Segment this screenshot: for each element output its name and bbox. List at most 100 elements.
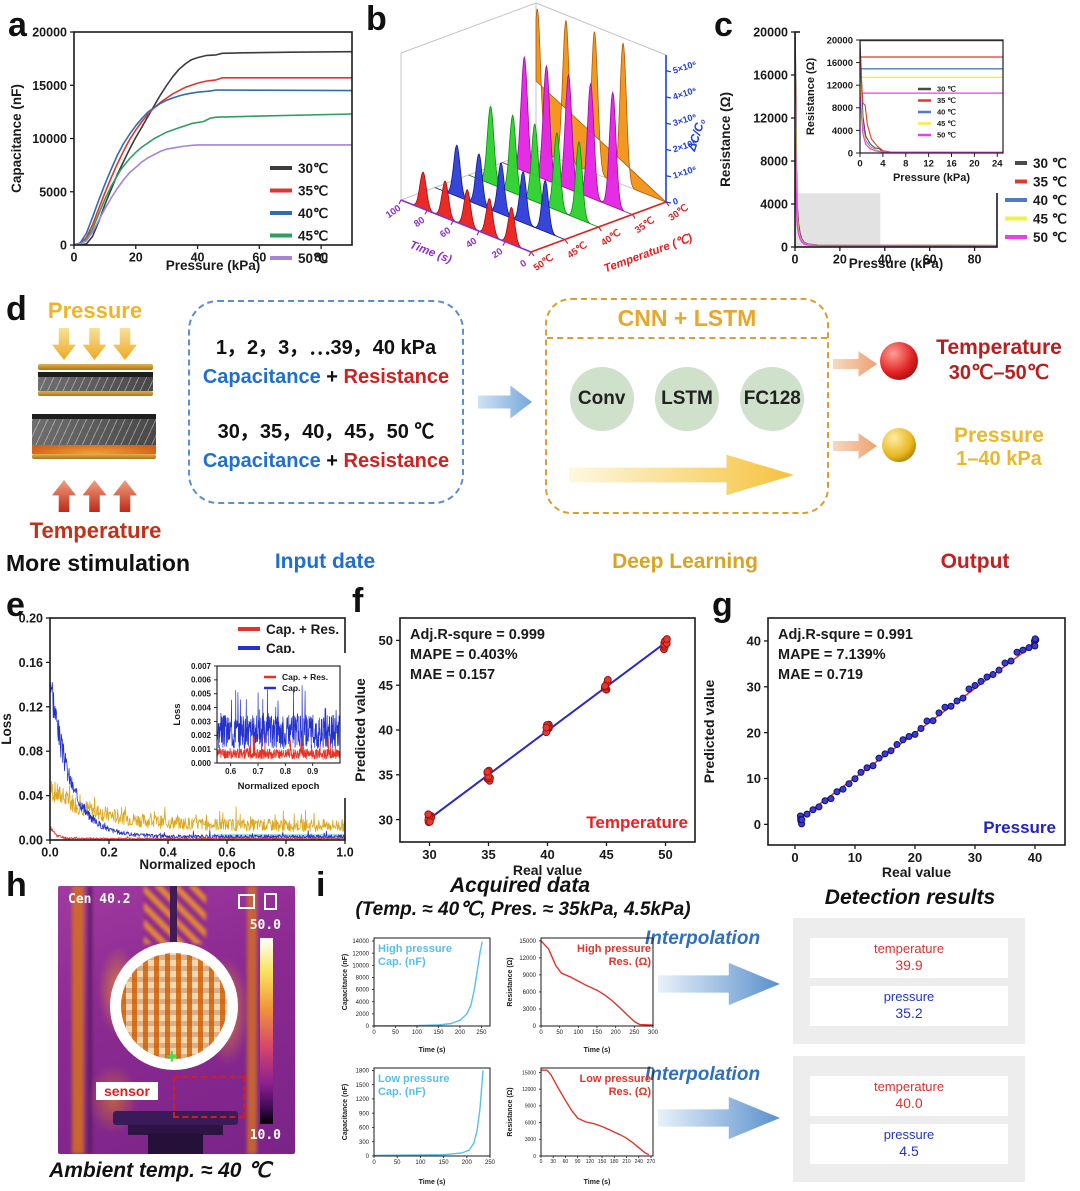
svg-text:300: 300 bbox=[359, 1140, 370, 1146]
thermal-stripe bbox=[72, 886, 84, 1154]
detection-results-title: Detection results bbox=[824, 886, 996, 909]
resistance-inset-chart: 0 4 8 12 16 20 24 0 4000 8000 12000 16000 20000 Press… bbox=[800, 25, 1015, 193]
svg-text:150: 150 bbox=[598, 1159, 607, 1165]
svg-text:0.7: 0.7 bbox=[252, 767, 264, 776]
svg-text:45 ℃: 45 ℃ bbox=[937, 119, 956, 128]
svg-text:30: 30 bbox=[379, 812, 393, 827]
svg-text:Cap.: Cap. bbox=[282, 683, 300, 693]
network-nodes: Conv LSTM FC128 bbox=[547, 367, 827, 431]
svg-text:4000: 4000 bbox=[356, 1000, 370, 1006]
svg-text:30 ℃: 30 ℃ bbox=[937, 85, 956, 94]
battery-icon bbox=[264, 893, 277, 910]
svg-text:9000: 9000 bbox=[523, 973, 537, 979]
arrow-down-icon bbox=[113, 328, 137, 360]
interpolation-label: Interpolation bbox=[645, 928, 761, 949]
svg-text:30℃: 30℃ bbox=[298, 161, 329, 176]
svg-text:0.001: 0.001 bbox=[191, 745, 212, 754]
interpolation-arrow-icon bbox=[658, 962, 780, 1006]
panel-letter-d: d bbox=[6, 290, 27, 328]
pressure-prediction-chart: 0 10 20 30 40 0 10 20 30 40 Real value Predicted va… bbox=[701, 617, 1066, 880]
result-value: 4.5 bbox=[899, 1143, 919, 1160]
svg-text:60: 60 bbox=[252, 251, 266, 265]
svg-text:0.007: 0.007 bbox=[191, 662, 212, 671]
result-value: 35.2 bbox=[895, 1005, 923, 1022]
svg-text:80: 80 bbox=[412, 215, 427, 230]
conv-node: Conv bbox=[569, 367, 634, 431]
svg-text:4000: 4000 bbox=[832, 126, 853, 137]
svg-text:0.003: 0.003 bbox=[191, 717, 212, 726]
panel-letter-f: f bbox=[352, 582, 364, 620]
svg-text:40℃: 40℃ bbox=[298, 206, 329, 221]
svg-text:1.0: 1.0 bbox=[336, 846, 353, 860]
svg-text:MAE = 0.157: MAE = 0.157 bbox=[410, 667, 495, 683]
svg-text:Pressure (kPa): Pressure (kPa) bbox=[893, 172, 970, 184]
svg-text:0: 0 bbox=[792, 253, 799, 267]
svg-text:50 ℃: 50 ℃ bbox=[1033, 230, 1068, 245]
result-label: temperature bbox=[873, 941, 945, 957]
high-pressure-cap-chart: 0 50 100 150 200 250 0 2000 4000 6000 8000 10000 120… bbox=[342, 937, 491, 1054]
svg-text:Normalized epoch: Normalized epoch bbox=[238, 781, 320, 792]
svg-text:90: 90 bbox=[575, 1159, 581, 1165]
panel-letter-e: e bbox=[6, 586, 25, 624]
svg-text:40: 40 bbox=[191, 251, 205, 265]
svg-text:150: 150 bbox=[433, 1030, 444, 1036]
svg-text:16: 16 bbox=[946, 159, 957, 170]
svg-text:High pressure: High pressure bbox=[378, 943, 452, 955]
svg-text:1500: 1500 bbox=[356, 1083, 370, 1089]
thermal-stripe bbox=[88, 886, 92, 1154]
svg-text:45℃: 45℃ bbox=[298, 228, 329, 243]
output-arrow-icon bbox=[833, 351, 877, 377]
pedestal-mid bbox=[128, 1125, 223, 1135]
svg-text:0.6: 0.6 bbox=[218, 846, 235, 860]
svg-text:0.002: 0.002 bbox=[191, 731, 212, 740]
scale-min-label: 10.0 bbox=[249, 1128, 281, 1143]
svg-text:Time (s): Time (s) bbox=[408, 239, 453, 266]
svg-text:270: 270 bbox=[647, 1159, 656, 1165]
svg-text:0: 0 bbox=[366, 1024, 370, 1030]
svg-text:20000: 20000 bbox=[827, 35, 853, 46]
svg-text:8: 8 bbox=[903, 159, 908, 170]
svg-text:10: 10 bbox=[747, 771, 761, 786]
svg-text:Cap. + Res.: Cap. + Res. bbox=[282, 672, 328, 682]
output-temp-title: Temperature bbox=[936, 336, 1062, 359]
svg-text:0: 0 bbox=[372, 1030, 376, 1036]
pedestal-column bbox=[148, 1133, 203, 1154]
loss-inset-chart: 0.6 0.7 0.8 0.9 0.000 0.001 0.002 0.003 0.004 0.0… bbox=[172, 653, 347, 798]
result-value: 39.9 bbox=[895, 957, 923, 974]
sensor-stack-bottom bbox=[32, 414, 156, 459]
svg-text:80: 80 bbox=[968, 253, 982, 267]
svg-text:0: 0 bbox=[366, 1154, 370, 1160]
svg-text:0.16: 0.16 bbox=[19, 656, 43, 670]
acquired-data-title: Acquired data bbox=[449, 874, 591, 897]
svg-text:8000: 8000 bbox=[832, 103, 853, 114]
low-pressure-res-chart: 0 30 60 90 120 150 180 210 240 270 0 3000 6000 9000 12… bbox=[507, 1067, 656, 1186]
svg-text:35 ℃: 35 ℃ bbox=[1033, 174, 1068, 189]
svg-text:9000: 9000 bbox=[525, 1104, 536, 1110]
capacitance-word: Capacitance bbox=[202, 366, 321, 388]
svg-text:60: 60 bbox=[438, 225, 453, 240]
svg-text:10000: 10000 bbox=[32, 132, 67, 146]
panel-letter-c: c bbox=[714, 6, 733, 44]
output-pres-range: 1–40 kPa bbox=[956, 448, 1042, 470]
svg-text:20: 20 bbox=[833, 253, 847, 267]
panel-letter-a: a bbox=[8, 6, 27, 44]
interpolation-label: Interpolation bbox=[645, 1064, 761, 1085]
svg-text:40: 40 bbox=[747, 634, 761, 649]
svg-text:30: 30 bbox=[747, 679, 761, 694]
svg-text:50: 50 bbox=[392, 1030, 399, 1036]
crosshair-icon: + bbox=[166, 1046, 178, 1068]
svg-text:Temperature: Temperature bbox=[586, 813, 688, 832]
svg-text:40: 40 bbox=[878, 253, 892, 267]
pressure-arrows bbox=[52, 328, 137, 360]
svg-text:0: 0 bbox=[533, 1024, 537, 1030]
svg-text:2000: 2000 bbox=[356, 1012, 370, 1018]
svg-text:0.00: 0.00 bbox=[19, 834, 43, 848]
svg-text:0.2: 0.2 bbox=[100, 846, 117, 860]
svg-text:35: 35 bbox=[379, 767, 393, 782]
svg-text:Time (s): Time (s) bbox=[419, 1047, 446, 1054]
svg-text:200: 200 bbox=[462, 1160, 473, 1166]
svg-text:20000: 20000 bbox=[753, 26, 788, 40]
svg-text:Cap. (nF): Cap. (nF) bbox=[378, 956, 426, 968]
pressure-range-text: 1，2，3，⋯39，40 kPa bbox=[215, 337, 437, 359]
svg-text:40 ℃: 40 ℃ bbox=[1033, 193, 1068, 208]
